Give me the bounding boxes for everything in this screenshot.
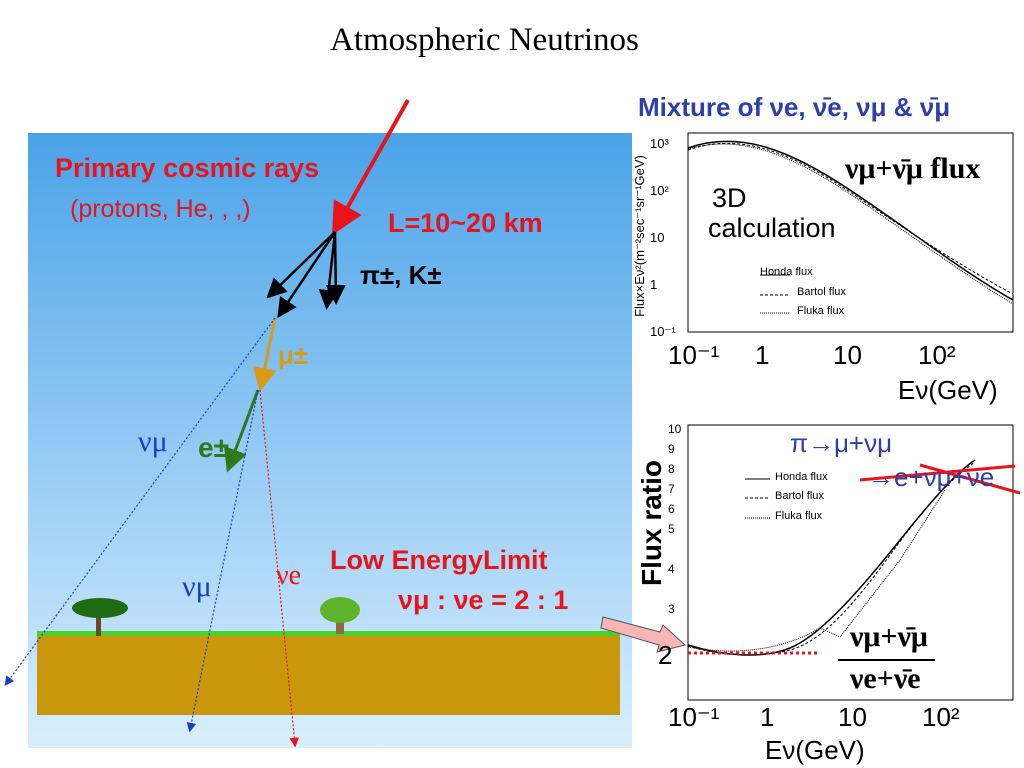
axis-label: Eν(GeV) (765, 735, 865, 765)
title: Atmospheric Neutrinos (330, 22, 639, 58)
label: e± (198, 432, 229, 463)
legend-entry: Fluka flux (775, 510, 823, 522)
axis-label: Flux×Eν²(m⁻²sec⁻¹sr⁻¹GeV) (632, 155, 647, 317)
label: Primary cosmic rays (55, 153, 320, 183)
fraction-den: νe+ν̄e (850, 662, 921, 695)
tick-label: 10 (668, 422, 682, 436)
label: νμ (182, 570, 212, 603)
tick-label: 9 (668, 442, 675, 456)
tick-label: 1 (650, 277, 658, 292)
label: π±, K± (360, 260, 442, 290)
label: μ± (278, 340, 309, 370)
tick-label: 5 (668, 522, 675, 536)
ratio-plot (600, 424, 1021, 701)
series-label: νμ+ν̄μ flux (845, 152, 981, 185)
legend-entry: Honda flux (760, 266, 813, 278)
tree (320, 597, 360, 634)
tick-label: 10² (922, 702, 960, 732)
label: (protons, He, , ,) (70, 195, 251, 223)
tick-label: 4 (668, 562, 675, 576)
tick-label: 10³ (650, 136, 669, 151)
tick-label: 10 (838, 702, 867, 732)
legend-entry: Honda flux (775, 471, 828, 483)
grass (37, 631, 620, 636)
label: νe (276, 560, 302, 591)
legend-entry: Fluka flux (797, 305, 845, 317)
axis-label: Eν(GeV) (898, 375, 998, 405)
tick-label: 3 (668, 602, 675, 616)
particle-tracks (4, 99, 410, 748)
axis-label: Flux ratio (636, 460, 667, 587)
annotation: π→μ+νμ (790, 428, 893, 458)
tick-label: 2 (658, 640, 673, 670)
tick-label: 1 (760, 702, 775, 732)
label: νμ : νe = 2 : 1 (398, 585, 569, 615)
tick-label: 7 (668, 482, 675, 496)
note: calculation (708, 213, 836, 243)
tick-label: 8 (668, 462, 675, 476)
note: 3D (712, 183, 747, 213)
legend-entry: Bartol flux (797, 286, 846, 298)
label: L=10~20 km (388, 208, 543, 238)
ground (37, 633, 620, 715)
tick-label: 10⁻¹ (668, 702, 720, 732)
tick-label: 10² (918, 340, 956, 370)
heading: Mixture of νe, ν̄e, νμ & ν̄μ (638, 92, 951, 122)
tick-label: 10⁻¹ (650, 324, 676, 339)
tick-label: 10 (833, 340, 862, 370)
tree (72, 598, 128, 636)
tick-label: 10⁻¹ (668, 340, 720, 370)
tick-label: 6 (668, 502, 675, 516)
annotation: →e+νμ+νe (868, 462, 995, 492)
legend-entry: Bartol flux (775, 490, 824, 502)
tick-label: 10² (650, 183, 669, 198)
fraction-num: νμ+ν̄μ (850, 620, 928, 653)
flux-plot (687, 132, 1014, 333)
tick-label: 1 (755, 340, 770, 370)
tick-label: 10 (650, 230, 665, 245)
label: νμ (138, 425, 168, 458)
label: Low EnergyLimit (330, 545, 548, 575)
